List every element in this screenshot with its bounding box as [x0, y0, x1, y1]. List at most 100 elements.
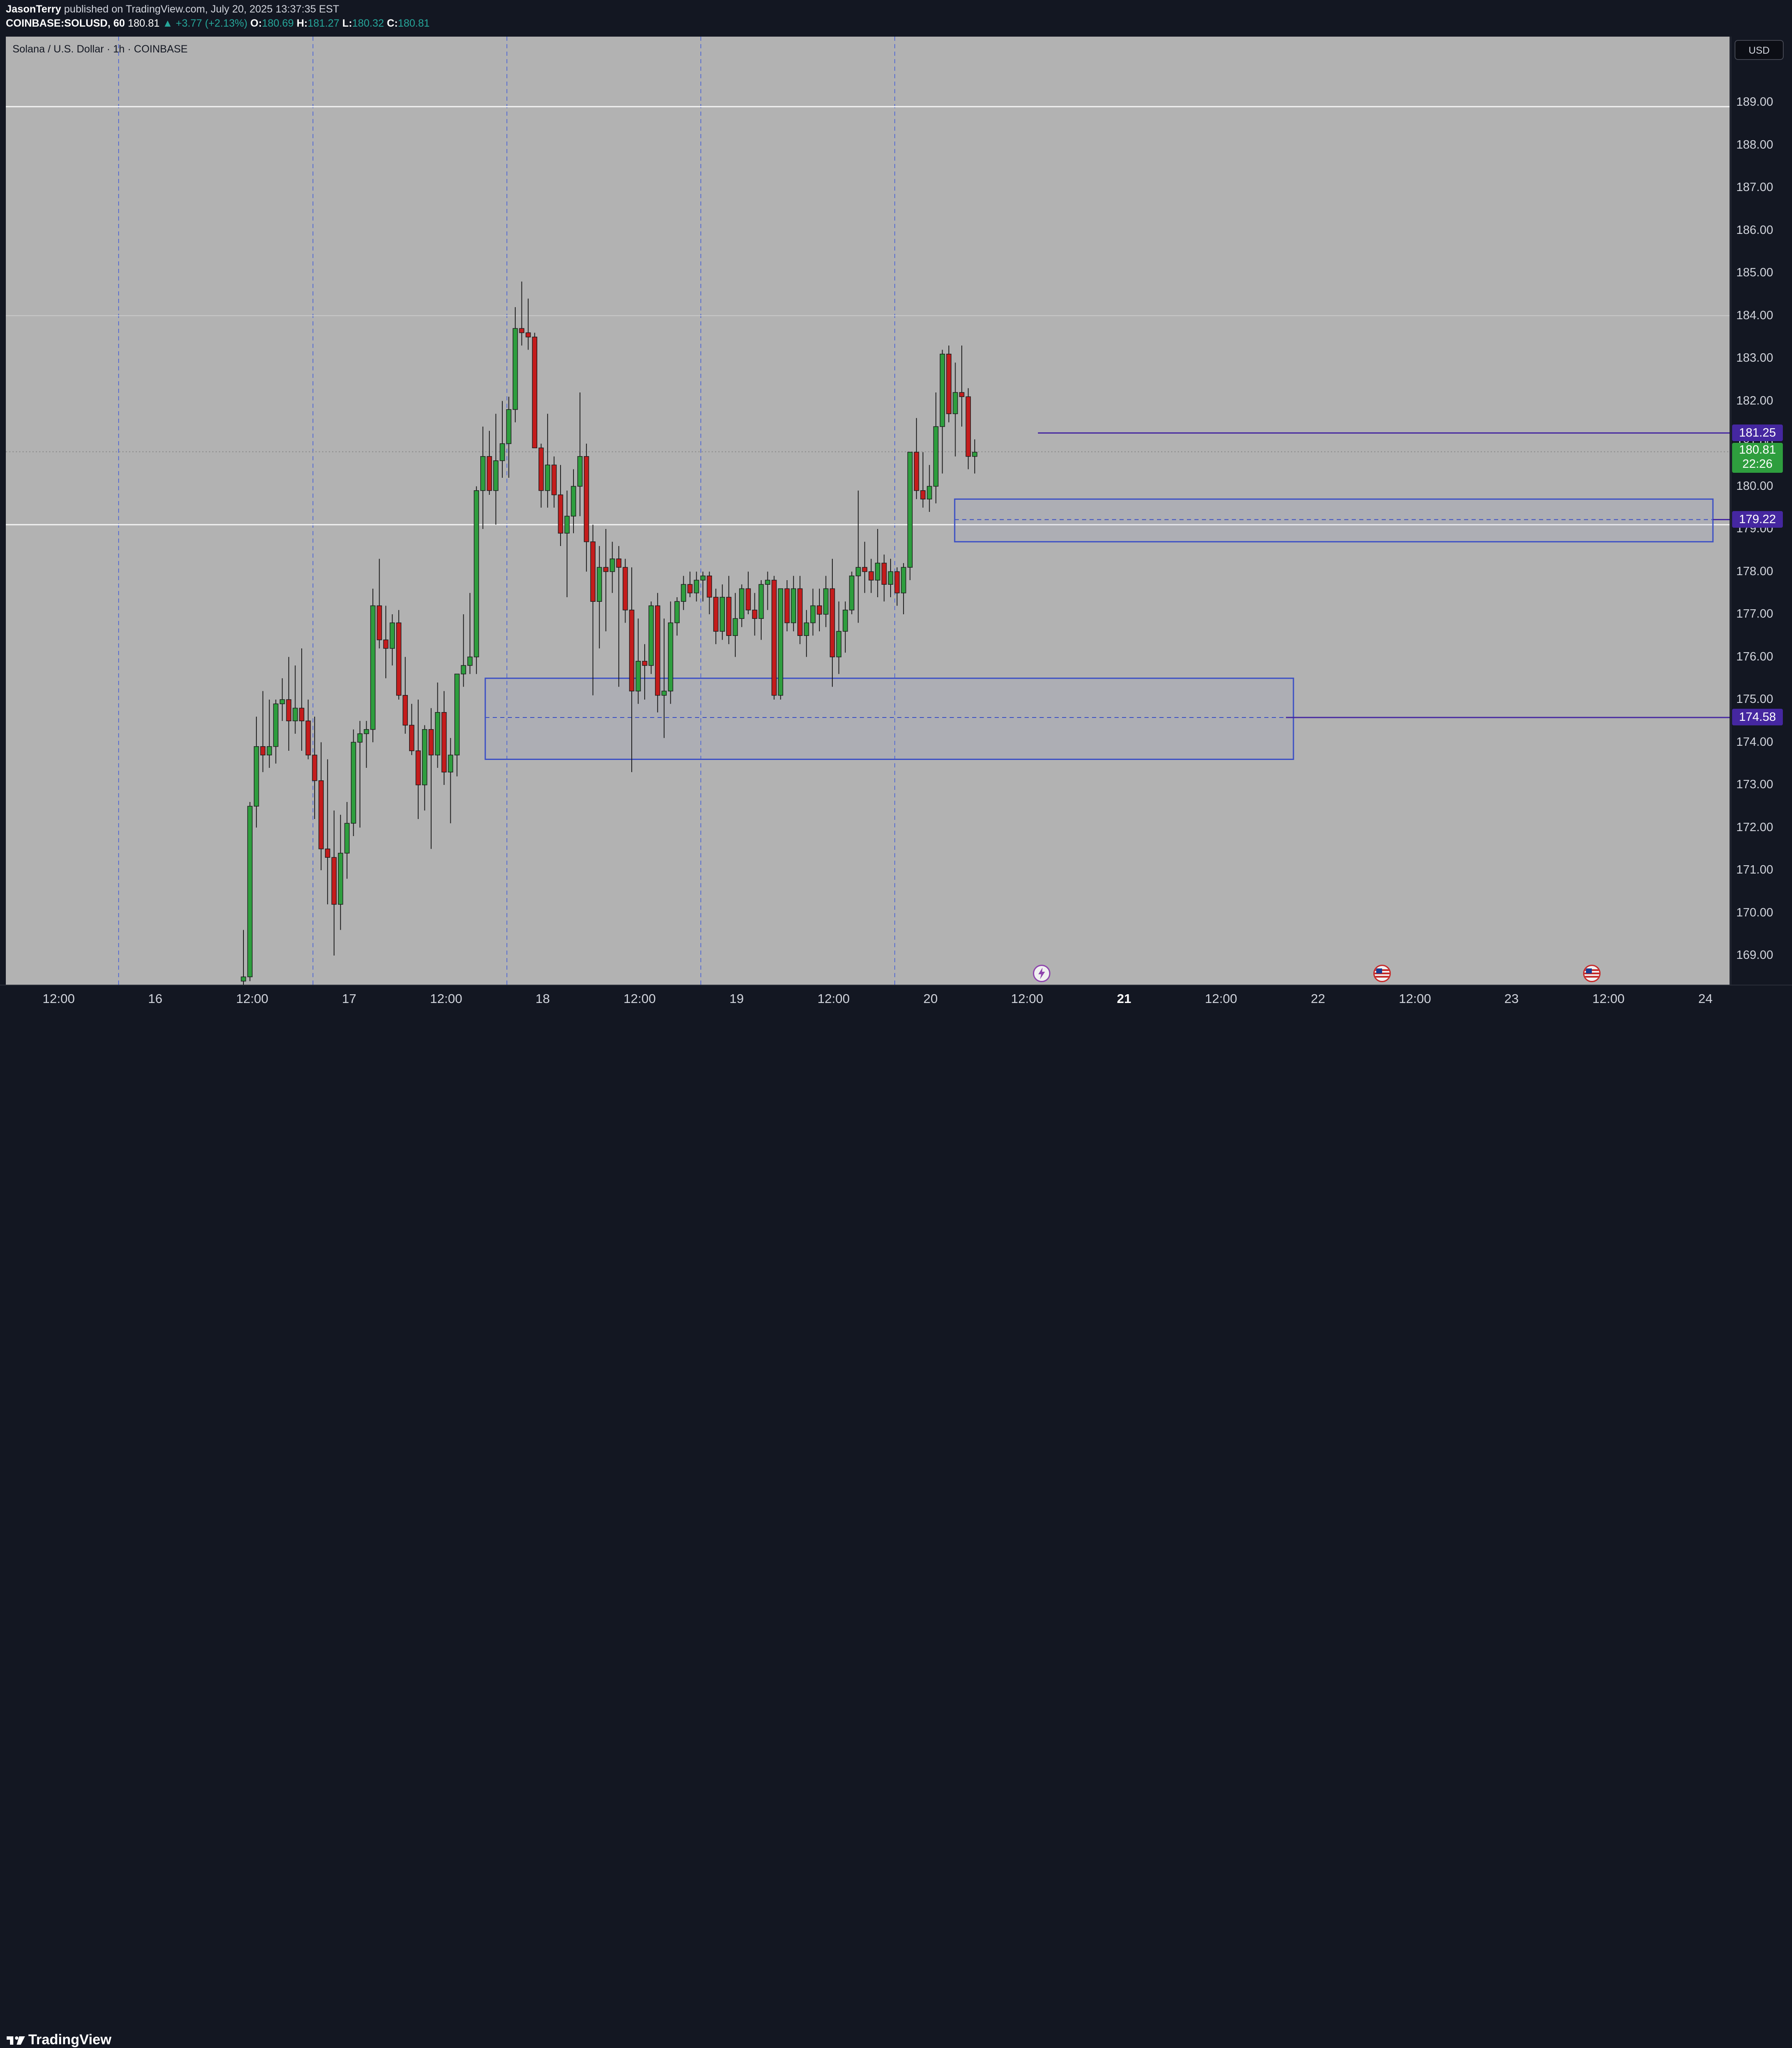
time-tick-label: 21: [1117, 991, 1132, 1006]
level-label-181: 181.25: [1732, 424, 1783, 441]
candle-down: [532, 337, 537, 448]
lightning-icon: [1038, 968, 1045, 979]
time-tick-label: 23: [1504, 991, 1519, 1006]
time-tick-label: 12:00: [1592, 991, 1625, 1006]
candle-down: [428, 729, 434, 755]
candle-up: [635, 661, 641, 692]
price-tick-label: 184.00: [1736, 308, 1773, 322]
symbol-label[interactable]: COINBASE:SOLUSD, 60: [6, 17, 125, 29]
candle-down: [383, 639, 389, 649]
low-value: 180.32: [352, 17, 384, 29]
candle-up: [810, 605, 816, 623]
level-label-179: 179.22: [1732, 511, 1783, 528]
change-value: ▲ +3.77 (+2.13%): [162, 17, 248, 29]
candle-up: [836, 631, 841, 658]
close-label: C:: [387, 17, 398, 29]
candle-down: [331, 857, 337, 905]
candle-up: [940, 354, 945, 427]
candle-up: [280, 699, 285, 704]
price-tick-label: 180.00: [1736, 479, 1773, 493]
symbol-ohlc-line: COINBASE:SOLUSD, 60 180.81 ▲ +3.77 (+2.1…: [6, 17, 429, 30]
candle-up: [927, 486, 932, 499]
candle-up: [856, 567, 861, 576]
candle-up: [674, 601, 680, 623]
time-tick-label: 18: [535, 991, 550, 1006]
candle-up: [875, 563, 881, 581]
candle-up: [907, 452, 913, 568]
candle-down: [318, 780, 324, 849]
candle-up: [506, 409, 511, 444]
price-tick-label: 188.00: [1736, 138, 1773, 151]
candle-down: [745, 588, 751, 611]
time-tick-label: 12:00: [430, 991, 462, 1006]
candle-up: [512, 328, 518, 410]
last-price: 180.81: [128, 17, 160, 29]
candle-up: [648, 605, 654, 666]
candle-up: [493, 460, 499, 491]
price-axis[interactable]: [1730, 37, 1792, 985]
candle-down: [583, 456, 589, 542]
candle-down: [551, 464, 557, 495]
dividend-event-icon[interactable]: [1033, 965, 1050, 982]
price-tick-label: 173.00: [1736, 778, 1773, 791]
candle-down: [409, 725, 414, 751]
price-tick-label: 170.00: [1736, 906, 1773, 919]
candle-up: [720, 597, 725, 632]
price-tick-label: 175.00: [1736, 693, 1773, 706]
author-name[interactable]: JasonTerry: [6, 3, 61, 15]
candle-up: [435, 712, 440, 755]
price-tick-label: 174.00: [1736, 735, 1773, 749]
price-tick-label: 177.00: [1736, 607, 1773, 621]
candle-down: [525, 332, 531, 338]
candle-up: [778, 588, 783, 696]
candle-down: [377, 605, 382, 640]
candle-up: [791, 588, 796, 623]
candle-down: [965, 396, 971, 457]
candle-down: [260, 746, 266, 755]
candle-up: [344, 823, 350, 854]
candle-up: [610, 559, 615, 572]
chart-legend-title[interactable]: Solana / U.S. Dollar · 1h · COINBASE: [12, 43, 188, 55]
us-economic-event-icon[interactable]: [1373, 965, 1391, 982]
brand-name: TradingView: [28, 2032, 112, 2048]
time-axis[interactable]: [0, 985, 1792, 1013]
candle-up: [247, 806, 253, 977]
candle-down: [642, 661, 648, 666]
candlestick-chart[interactable]: [6, 37, 1730, 985]
candle-up: [461, 665, 466, 675]
candle-up: [668, 622, 673, 692]
candle-down: [829, 588, 835, 658]
candle-down: [752, 610, 757, 619]
candle-up: [661, 690, 667, 696]
candle-up: [467, 656, 473, 666]
publish-header: JasonTerry published on TradingView.com,…: [0, 0, 1792, 36]
price-tick-label: 186.00: [1736, 223, 1773, 237]
candle-up: [454, 673, 460, 755]
candle-up: [597, 567, 602, 602]
time-tick-label: 24: [1698, 991, 1713, 1006]
us-flag-icon: [1375, 968, 1390, 978]
candle-down: [881, 563, 887, 585]
candle-down: [707, 576, 712, 598]
candle-up: [253, 746, 259, 807]
candle-down: [726, 597, 732, 636]
candle-down: [913, 452, 919, 491]
chart-pane[interactable]: [6, 37, 1730, 985]
us-economic-event-icon-2[interactable]: [1583, 965, 1601, 982]
candle-down: [539, 447, 544, 491]
candle-up: [571, 486, 576, 516]
high-value: 181.27: [308, 17, 340, 29]
candle-up: [972, 452, 978, 457]
candle-down: [869, 571, 874, 581]
open-label: O:: [250, 17, 262, 29]
price-tick-label: 178.00: [1736, 564, 1773, 578]
currency-button[interactable]: USD: [1735, 40, 1784, 60]
candle-down: [325, 849, 330, 858]
published-text: published on TradingView.com, July 20, 2…: [64, 3, 339, 15]
time-tick-label: 19: [729, 991, 744, 1006]
candle-up: [499, 443, 505, 461]
tradingview-brand[interactable]: TradingView: [6, 2032, 112, 2048]
candle-down: [286, 699, 292, 721]
candle-up: [739, 588, 745, 619]
bar-countdown: 22:26: [1742, 457, 1773, 471]
